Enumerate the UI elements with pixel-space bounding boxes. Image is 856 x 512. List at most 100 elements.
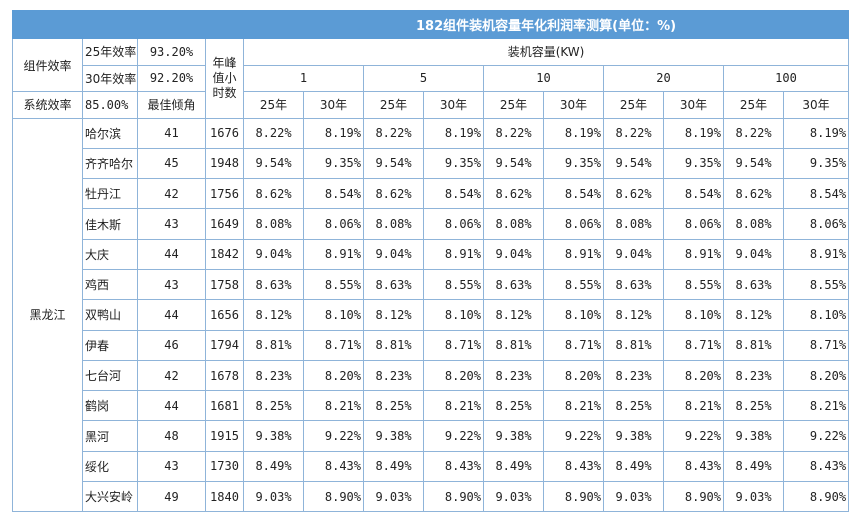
rate-30-cell: 8.91% [663,238,724,270]
city-cell: 绥化 [82,450,138,483]
peak-hours-cell: 1676 [205,117,244,149]
city-cell: 哈尔滨 [82,117,138,149]
rate-30-cell: 9.22% [782,420,850,452]
rate-25-cell: 8.12% [723,299,784,331]
system-efficiency-value: 85.00% [82,91,138,119]
rate-25-cell: 9.03% [723,481,784,512]
rate-25-cell: 8.08% [723,208,784,240]
rate-25-cell: 8.63% [363,268,424,301]
rate-30-cell: 8.20% [782,359,850,392]
table-row: 绥化 43 1730 8.49% 8.43% 8.49% 8.43% 8.49% 8.43% 8.… [13,450,850,483]
rate-30-cell: 8.20% [423,359,484,392]
table-title: 182组件装机容量年化利润率测算(单位：%) [242,10,850,39]
city-cell: 双鸭山 [82,299,138,331]
rate-30-cell: 8.90% [543,481,604,512]
year-25-header: 25年 [723,91,784,119]
table-row: 鹤岗 44 1681 8.25% 8.21% 8.25% 8.21% 8.25% 8.21% 8.… [13,390,850,422]
rate-25-cell: 8.63% [723,268,784,301]
capacity-1: 1 [243,64,364,92]
rate-25-cell: 8.23% [603,359,664,392]
table-row: 大庆 44 1842 9.04% 8.91% 9.04% 8.91% 9.04% 8.91% 9.… [13,238,850,270]
rate-25-cell: 8.62% [243,178,304,210]
rate-30-cell: 8.06% [663,208,724,240]
profit-rate-table: 182组件装机容量年化利润率测算(单位：%) 组件效率 25年效率 93.20%… [12,10,850,512]
rate-30-cell: 8.90% [303,481,364,512]
rate-25-cell: 9.54% [243,147,304,180]
peak-hours-cell: 1842 [205,238,244,270]
rate-25-cell: 8.23% [363,359,424,392]
rate-30-cell: 8.91% [423,238,484,270]
rate-25-cell: 8.49% [483,450,544,483]
city-cell: 牡丹江 [82,178,138,210]
rate-25-cell: 8.49% [363,450,424,483]
rate-25-cell: 9.04% [363,238,424,270]
rate-25-cell: 8.49% [723,450,784,483]
rate-25-cell: 9.38% [603,420,664,452]
table-row: 双鸭山 44 1656 8.12% 8.10% 8.12% 8.10% 8.12% 8.10% 8… [13,299,850,331]
rate-30-cell: 8.71% [303,329,364,361]
rate-25-cell: 8.62% [483,178,544,210]
rate-30-cell: 9.35% [303,147,364,180]
rate-25-cell: 8.81% [363,329,424,361]
rate-25-cell: 8.22% [603,117,664,149]
rate-30-cell: 8.19% [543,117,604,149]
city-cell: 鹤岗 [82,390,138,422]
peak-hours-cell: 1758 [205,268,244,301]
rate-25-cell: 8.12% [483,299,544,331]
best-angle-cell: 41 [137,117,206,149]
rate-25-cell: 9.54% [363,147,424,180]
rate-30-cell: 9.35% [782,147,850,180]
rate-30-cell: 8.54% [782,178,850,210]
best-angle-cell: 44 [137,238,206,270]
rate-25-cell: 9.38% [723,420,784,452]
capacity-100: 100 [722,64,850,92]
year-30-header: 30年 [423,91,484,119]
best-angle-cell: 45 [137,147,206,180]
rate-30-cell: 8.43% [782,450,850,483]
peak-hours-cell: 1730 [205,450,244,483]
rate-30-cell: 8.90% [423,481,484,512]
rate-25-cell: 8.12% [603,299,664,331]
rate-30-cell: 8.10% [782,299,850,331]
province-cell: 黑龙江 [12,117,83,512]
peak-hours-cell: 1948 [205,147,244,180]
city-cell: 七台河 [82,359,138,392]
table-row: 牡丹江 42 1756 8.62% 8.54% 8.62% 8.54% 8.62% 8.54% 8… [13,178,850,210]
rate-25-cell: 9.03% [243,481,304,512]
year-30-header: 30年 [303,91,364,119]
rate-30-cell: 8.54% [543,178,604,210]
peak-hours-cell: 1681 [205,390,244,422]
rate-30-cell: 8.06% [543,208,604,240]
rate-30-cell: 9.35% [663,147,724,180]
rate-25-cell: 9.03% [483,481,544,512]
rate-30-cell: 8.19% [663,117,724,149]
city-cell: 大庆 [82,238,138,270]
rate-30-cell: 8.21% [303,390,364,422]
best-angle-cell: 43 [137,268,206,301]
rate-25-cell: 9.04% [243,238,304,270]
best-angle-cell: 43 [137,450,206,483]
peak-hours-line-2: 值小 [212,70,237,85]
rate-25-cell: 8.63% [603,268,664,301]
rate-25-cell: 8.08% [363,208,424,240]
best-angle-cell: 46 [137,329,206,361]
rate-25-cell: 9.03% [603,481,664,512]
rate-30-cell: 8.91% [782,238,850,270]
rate-30-cell: 8.71% [782,329,850,361]
best-angle-cell: 42 [137,178,206,210]
eff-25-label: 25年效率 [82,38,138,66]
rate-30-cell: 8.54% [663,178,724,210]
rate-30-cell: 8.19% [782,117,850,149]
rate-30-cell: 8.21% [423,390,484,422]
rate-30-cell: 8.91% [543,238,604,270]
rate-25-cell: 8.63% [483,268,544,301]
city-cell: 大兴安岭 [82,481,138,512]
city-cell: 佳木斯 [82,208,138,240]
table-row: 大兴安岭 49 1840 9.03% 8.90% 9.03% 8.90% 9.03% 8.90%… [13,481,850,512]
rate-30-cell: 8.43% [543,450,604,483]
rate-25-cell: 9.04% [723,238,784,270]
rate-25-cell: 8.22% [483,117,544,149]
rate-25-cell: 8.12% [363,299,424,331]
system-efficiency-label: 系统效率 [12,91,83,119]
rate-25-cell: 9.38% [243,420,304,452]
